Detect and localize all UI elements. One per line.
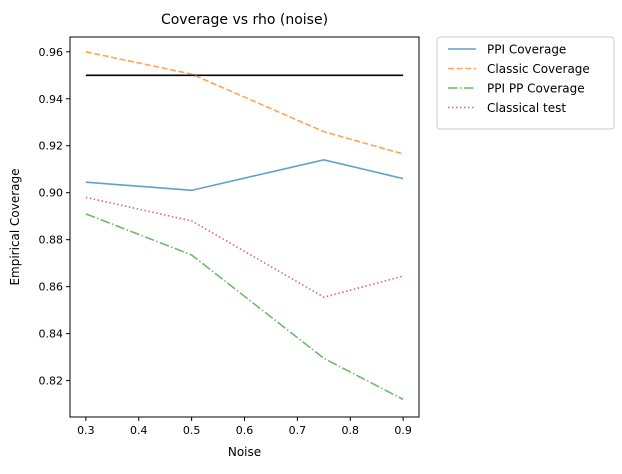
x-tick-label: 0.3: [77, 424, 95, 437]
y-tick-label: 0.96: [39, 46, 64, 59]
y-tick-label: 0.90: [39, 187, 64, 200]
axis-ticks: 0.3 0.4 0.5 0.6 0.7 0.8 0.9 0.82 0.84 0.86 0.88 0.9…: [39, 46, 412, 437]
legend-label-classical-test: Classical test: [487, 101, 566, 115]
y-tick-label: 0.84: [39, 328, 64, 341]
legend: PPI Coverage Classic Coverage PPI PP Cover…: [436, 36, 615, 130]
y-tick-label: 0.86: [39, 281, 64, 294]
legend-box: [436, 36, 615, 130]
legend-label-ppi-pp-coverage: PPI PP Coverage: [487, 82, 585, 96]
series-line-ppi-pp-coverage: [85, 213, 404, 401]
y-tick-label: 0.88: [39, 234, 64, 247]
legend-label-ppi-coverage: PPI Coverage: [487, 43, 566, 57]
series-line-ppi-coverage: [85, 159, 404, 192]
x-tick-label: 0.7: [289, 424, 307, 437]
x-tick-label: 0.4: [130, 424, 148, 437]
y-tick-label: 0.82: [39, 375, 64, 388]
x-tick-label: 0.6: [236, 424, 254, 437]
series-line-classical-test: [85, 196, 404, 299]
chart-title: Coverage vs rho (noise): [161, 12, 328, 28]
legend-label-classic-coverage: Classic Coverage: [487, 62, 590, 76]
series-line-classic-coverage: [85, 51, 404, 155]
y-tick-label: 0.94: [39, 93, 64, 106]
plot-area: [85, 51, 404, 401]
x-tick-label: 0.5: [183, 424, 201, 437]
y-axis-label: Empirical Coverage: [8, 168, 22, 285]
x-tick-label: 0.9: [394, 424, 412, 437]
x-axis-label: Noise: [228, 445, 261, 459]
y-tick-label: 0.92: [39, 140, 64, 153]
x-tick-label: 0.8: [342, 424, 360, 437]
